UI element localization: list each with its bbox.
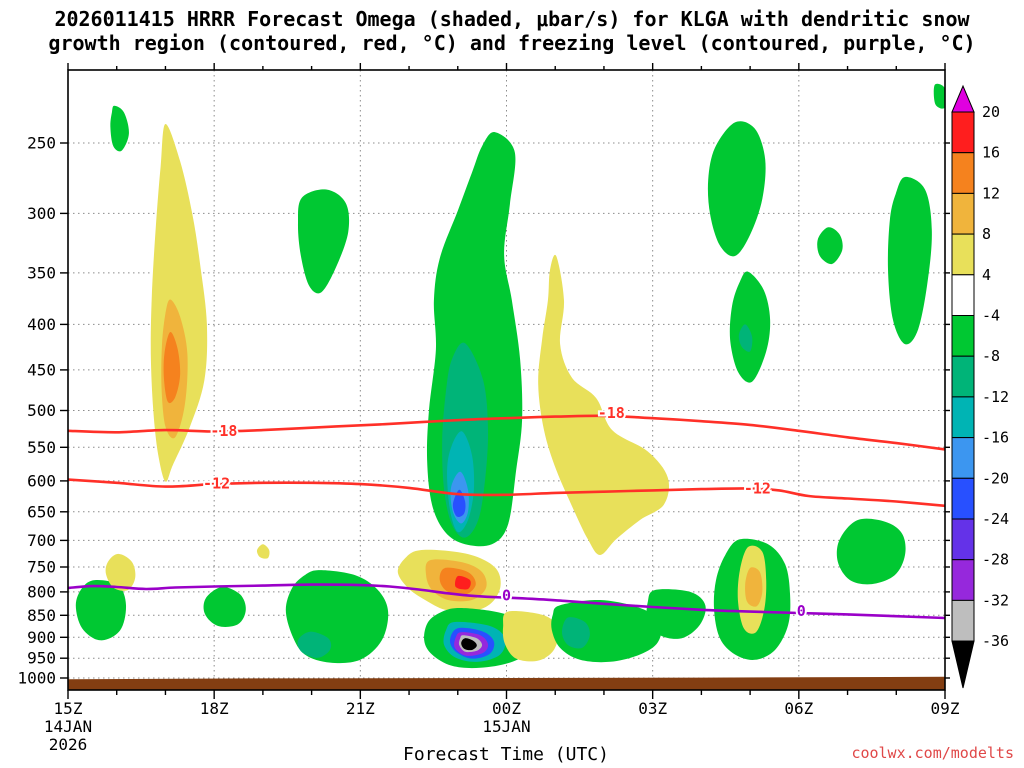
colorbar: 20 16 12 8 4 -4 -8 -12 -16 -20 -24 -28 -32 -36 <box>951 84 1009 689</box>
colorbar-segment-4 <box>951 233 975 276</box>
colorbar-label--4: -4 <box>982 307 1000 325</box>
x-date-label-14JAN: 14JAN <box>44 717 92 736</box>
shaded-low-farright-green <box>836 518 906 585</box>
colorbar-segment-5 <box>951 274 975 316</box>
x-tick-label-00Z: 00Z <box>492 699 521 718</box>
shaded-low-19z-yellow-spot <box>256 544 270 559</box>
colorbar-label--32: -32 <box>982 591 1009 609</box>
shaded-central-blue-core <box>452 489 466 518</box>
y-tick-label-300: 300 <box>27 204 56 223</box>
y-tick-label-600: 600 <box>27 471 56 490</box>
colorbar-label-4: 4 <box>982 266 991 284</box>
x-tick-label-06Z: 06Z <box>784 699 813 718</box>
shaded-low-right-yellow <box>502 611 559 662</box>
shaded-topright-seagreen-spot <box>738 324 753 352</box>
y-tick-label-850: 850 <box>27 606 56 625</box>
shaded-left-orange-core <box>163 331 181 404</box>
shaded-low-20z-seagreen-spot <box>297 631 332 658</box>
colorbar-label--36: -36 <box>982 632 1009 650</box>
y-tick-label-500: 500 <box>27 401 56 420</box>
colorbar-label--12: -12 <box>982 388 1009 406</box>
axes: 250 300 350 400 450 500 550 600 650 700 750 800 850 9… <box>17 63 960 754</box>
y-tick-label-250: 250 <box>27 134 56 153</box>
contour-lines: -18 -18 -12 -12 0 0 <box>68 402 945 622</box>
shaded-topright-green-mid <box>729 271 771 383</box>
y-tick-label-900: 900 <box>27 628 56 647</box>
shaded-low-29z-orange <box>745 567 763 607</box>
shaded-topleft-green-blob <box>110 105 129 152</box>
colorbar-segment-10 <box>951 477 975 520</box>
colorbar-segment-12 <box>951 559 975 601</box>
colorbar-segment-6 <box>951 315 975 357</box>
y-tick-label-800: 800 <box>27 582 56 601</box>
shaded-lowleft-yellow <box>105 553 136 591</box>
x-date-label-15JAN: 15JAN <box>482 717 530 736</box>
colorbar-label-20: 20 <box>982 103 1000 121</box>
shaded-omega-regions <box>75 83 945 669</box>
x-date-label-2026: 2026 <box>49 735 88 754</box>
colorbar-label-12: 12 <box>982 184 1000 202</box>
colorbar-segment-2 <box>951 152 975 194</box>
chart-title-line1: 2026011415 HRRR Forecast Omega (shaded, … <box>54 7 970 31</box>
y-tick-label-650: 650 <box>27 502 56 521</box>
colorbar-label--28: -28 <box>982 551 1009 569</box>
colorbar-segment-1 <box>951 111 975 154</box>
contour-label-freezing-level-0-0: 0 <box>502 587 511 605</box>
colorbar-segment-8 <box>951 396 975 439</box>
x-axis-title: Forecast Time (UTC) <box>403 744 609 765</box>
y-tick-label-750: 750 <box>27 558 56 577</box>
contour-label-dendritic-growth-minus18-1: -18 <box>598 404 625 422</box>
x-tick-label-18Z: 18Z <box>200 699 229 718</box>
colorbar-label--8: -8 <box>982 347 1000 365</box>
colorbar-segment-3 <box>951 192 975 235</box>
shaded-farright-green-column <box>887 176 932 345</box>
shaded-low-27z-green <box>646 589 706 639</box>
colorbar-segment-7 <box>951 355 975 398</box>
shaded-topright-green-upper <box>707 121 766 257</box>
contour-label-dendritic-growth-minus18-0: -18 <box>210 422 237 440</box>
y-tick-label-350: 350 <box>27 263 56 282</box>
shaded-right-yellow-band <box>538 254 670 555</box>
x-tick-label-21Z: 21Z <box>346 699 375 718</box>
x-tick-label-15Z: 15Z <box>54 699 83 718</box>
shaded-topright-corner-green <box>933 83 945 109</box>
chart-title-line2: growth region (contoured, red, °C) and f… <box>48 31 975 55</box>
colorbar-segment-bottom <box>951 640 975 689</box>
shaded-low-18z-green <box>203 586 246 627</box>
contour-dendritic-growth-minus18 <box>68 414 945 451</box>
colorbar-label--24: -24 <box>982 510 1009 528</box>
shaded-lowleft-green <box>75 579 127 641</box>
contour-label-dendritic-growth-minus12-1: -12 <box>744 480 771 498</box>
ground-terrain <box>68 676 945 690</box>
watermark-text: coolwx.com/modelts <box>851 744 1014 762</box>
y-tick-label-400: 400 <box>27 315 56 334</box>
colorbar-segment-13 <box>951 599 975 642</box>
colorbar-label-16: 16 <box>982 144 1000 162</box>
colorbar-segment-9 <box>951 437 975 479</box>
shaded-upper-21z-green <box>297 189 350 294</box>
contour-label-freezing-level-0-1: 0 <box>797 602 806 620</box>
y-tick-label-950: 950 <box>27 649 56 668</box>
colorbar-label-8: 8 <box>982 225 991 243</box>
y-tick-label-550: 550 <box>27 438 56 457</box>
colorbar-label--20: -20 <box>982 469 1009 487</box>
y-tick-label-700: 700 <box>27 531 56 550</box>
colorbar-segment-11 <box>951 518 975 561</box>
x-tick-label-03Z: 03Z <box>638 699 667 718</box>
x-tick-label-09Z: 09Z <box>931 699 960 718</box>
colorbar-label--16: -16 <box>982 429 1009 447</box>
contour-dendritic-growth-minus12 <box>68 478 945 508</box>
shaded-core-black-center <box>461 638 477 651</box>
y-tick-label-450: 450 <box>27 360 56 379</box>
shaded-low-right-seagreen-spot <box>562 617 590 649</box>
contour-freezing-level-0 <box>68 583 945 620</box>
contour-label-dendritic-growth-minus12-0: -12 <box>203 474 230 492</box>
ground-layer <box>68 676 945 690</box>
shaded-right-green-small <box>817 227 843 265</box>
shaded-low-central-red-spot <box>455 575 471 590</box>
y-tick-label-1000: 1000 <box>17 669 56 688</box>
